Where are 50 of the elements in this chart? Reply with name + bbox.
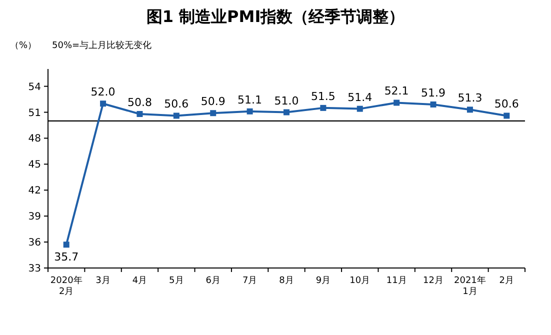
point [284, 109, 290, 116]
y-tick-label: 51 [28, 108, 41, 119]
data-label: 51.3 [458, 92, 482, 105]
text: 50%=与上月比较无变化 [52, 40, 152, 51]
y-tick-label: 33 [28, 264, 41, 274]
x-tick-label: 8月 [279, 276, 294, 286]
y-tick-label: 45 [28, 160, 41, 171]
point [320, 104, 326, 111]
data-label: 51.4 [348, 90, 372, 104]
x-tick-label: 12月 [423, 276, 444, 286]
y-tick-label: 54 [28, 82, 41, 93]
point [173, 112, 180, 119]
data-label: 50.6 [494, 98, 519, 111]
point [246, 108, 253, 114]
x-tick-label: 4月 [132, 276, 148, 286]
data-label: 51.9 [421, 86, 446, 100]
x-tick-label: 3月 [96, 276, 110, 286]
y-tick-label: 39 [28, 212, 41, 223]
text: （%） [10, 41, 37, 51]
point [63, 242, 70, 248]
x-tick-label: 7月 [242, 276, 258, 286]
data-label: 51.5 [310, 90, 336, 103]
point [394, 100, 400, 106]
y-tick-label: 48 [28, 134, 41, 145]
data-label: 52.0 [90, 86, 116, 99]
data-label: 50.8 [127, 96, 152, 109]
x-tick-label: 2021年 1月 [454, 275, 486, 297]
point [466, 106, 473, 113]
data-label: 51.0 [274, 94, 299, 108]
x-tick-label: 5月 [169, 276, 184, 286]
data-label: 35.7 [54, 250, 79, 264]
point [100, 100, 106, 107]
data-label: 50.9 [200, 95, 226, 108]
point [504, 112, 510, 119]
data-label: 51.1 [238, 93, 262, 106]
y-tick-label: 42 [28, 186, 41, 197]
data-label: 50.6 [164, 98, 189, 111]
chart-title: 图1 制造业PMI指数（经季节调整） [146, 7, 405, 26]
x-tick-label: 2020年 2月 [50, 275, 82, 297]
x-tick-label: 9月 [316, 276, 331, 286]
x-tick-label: 2月 [499, 276, 514, 286]
x-tick-label: 10月 [350, 276, 370, 286]
y-tick-label: 36 [28, 238, 41, 249]
point [210, 110, 216, 116]
x-tick-label: 6月 [206, 276, 220, 286]
point [136, 110, 143, 117]
point [430, 101, 436, 108]
data-label: 52.1 [384, 84, 409, 98]
point [356, 106, 363, 112]
x-tick-label: 11月 [386, 276, 407, 286]
